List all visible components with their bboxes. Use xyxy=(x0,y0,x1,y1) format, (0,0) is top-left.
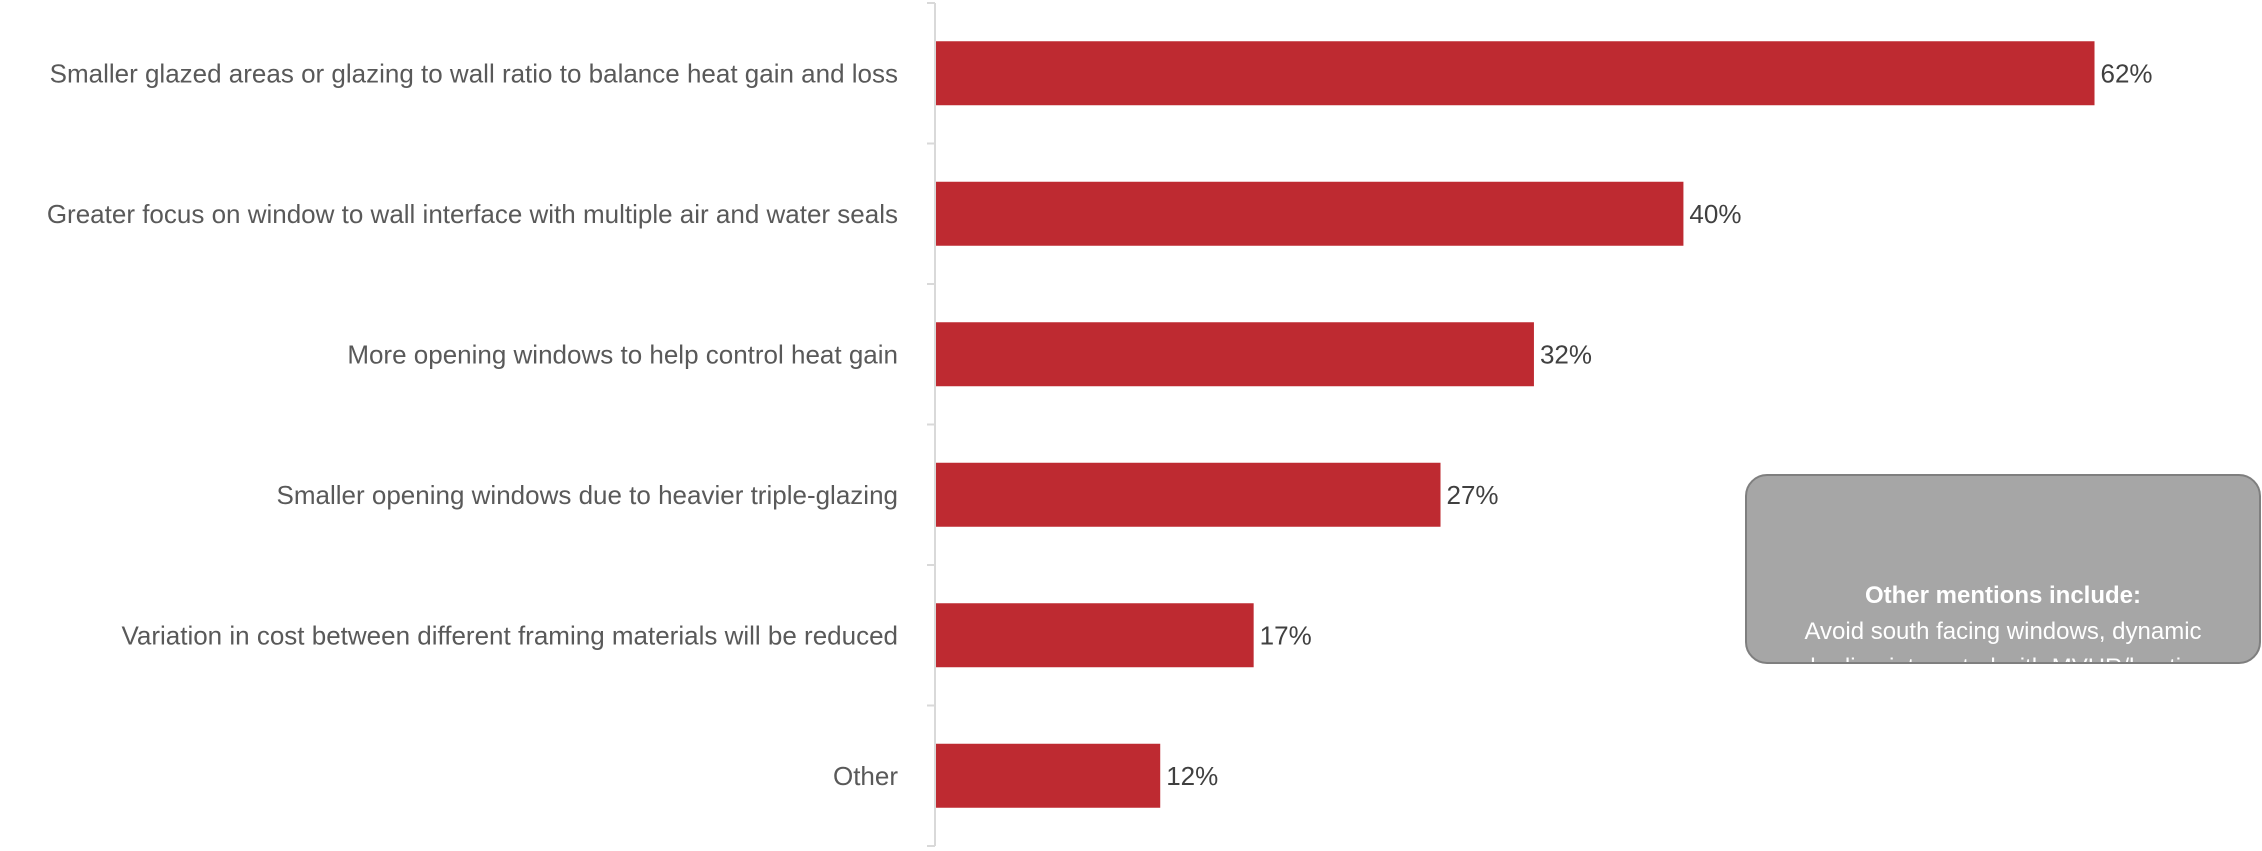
bar-4 xyxy=(936,462,1441,527)
category-label: More opening windows to help control hea… xyxy=(347,339,898,369)
value-label: 62% xyxy=(2101,58,2153,88)
axis-ticks xyxy=(927,2,935,847)
bars-group xyxy=(936,41,2095,808)
value-label: 27% xyxy=(1447,480,1499,510)
bar-5 xyxy=(936,603,1254,668)
category-label: Smaller glazed areas or glazing to wall … xyxy=(50,58,898,88)
value-labels-group: 62% 40% 32% 27% 17% 12% xyxy=(1166,58,2152,791)
category-label: Variation in cost between different fram… xyxy=(121,620,898,650)
callout-title: Other mentions include: xyxy=(1864,582,2142,609)
bar-3 xyxy=(936,322,1534,387)
other-mentions-callout: Other mentions include: Avoid south faci… xyxy=(1745,474,2261,664)
category-label: Other xyxy=(833,761,898,791)
callout-body: Avoid south facing windows, dynamic shad… xyxy=(1798,618,2208,662)
category-labels-group: Smaller glazed areas or glazing to wall … xyxy=(47,58,899,791)
value-label: 32% xyxy=(1540,339,1592,369)
value-label: 17% xyxy=(1260,620,1312,650)
value-label: 12% xyxy=(1166,761,1218,791)
bar-1 xyxy=(936,41,2095,106)
category-label: Smaller opening windows due to heavier t… xyxy=(277,480,898,510)
value-label: 40% xyxy=(1689,199,1741,229)
category-label: Greater focus on window to wall interfac… xyxy=(47,199,898,229)
bar-2 xyxy=(936,181,1684,246)
bar-6 xyxy=(936,743,1161,808)
